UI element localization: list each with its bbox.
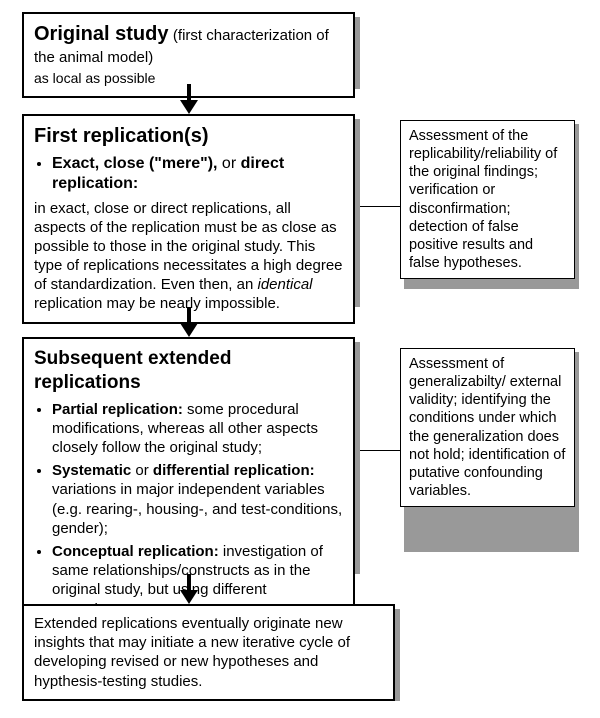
first-b1-or: or (222, 155, 241, 172)
first-italic: identical (257, 276, 312, 293)
connector-1 (360, 206, 400, 207)
original-title-line: Original study (first characterization o… (34, 22, 343, 68)
first-bullet-1: Exact, close ("mere"), or direct replica… (52, 154, 343, 195)
side-box-subsequent: Assessment of generalizabilty/ external … (400, 348, 575, 507)
first-b1-label: Exact, close ("mere"), (52, 155, 222, 172)
arrow-3-head (180, 590, 198, 604)
sub-b2-label: Systematic (52, 462, 131, 479)
subsequent-title: Subsequent extended replications (34, 347, 343, 396)
box-extended-outcome: Extended replications eventually origina… (22, 604, 395, 701)
box-first-replication: First replication(s) Exact, close ("mere… (22, 114, 355, 324)
side-box-first: Assessment of the replicability/reliabil… (400, 120, 575, 279)
sub-b3-label: Conceptual replication: (52, 543, 219, 560)
extended-text: Extended replications eventually origina… (34, 614, 383, 691)
original-title: Original study (34, 23, 168, 45)
sub-b2-text: variations in major independent variable… (52, 481, 342, 536)
side-first-text: Assessment of the replicability/reliabil… (409, 128, 557, 271)
first-title: First replication(s) (34, 124, 343, 150)
side-subsequent-text: Assessment of generalizabilty/ external … (409, 356, 565, 499)
first-bullets: Exact, close ("mere"), or direct replica… (34, 154, 343, 195)
sub-b1-label: Partial replication: (52, 401, 183, 418)
connector-2 (360, 450, 400, 451)
sub-bullet-2: Systematic or differential replication: … (52, 461, 343, 538)
arrow-1-head (180, 100, 198, 114)
arrow-2-head (180, 323, 198, 337)
sub-bullet-1: Partial replication: some procedural mod… (52, 400, 343, 458)
first-body-line2: replication may be nearly impossible. (34, 295, 280, 312)
sub-b2-or: or (131, 462, 153, 479)
first-body: in exact, close or direct replications, … (34, 199, 343, 314)
sub-b2-label2: differential replication: (153, 462, 315, 479)
